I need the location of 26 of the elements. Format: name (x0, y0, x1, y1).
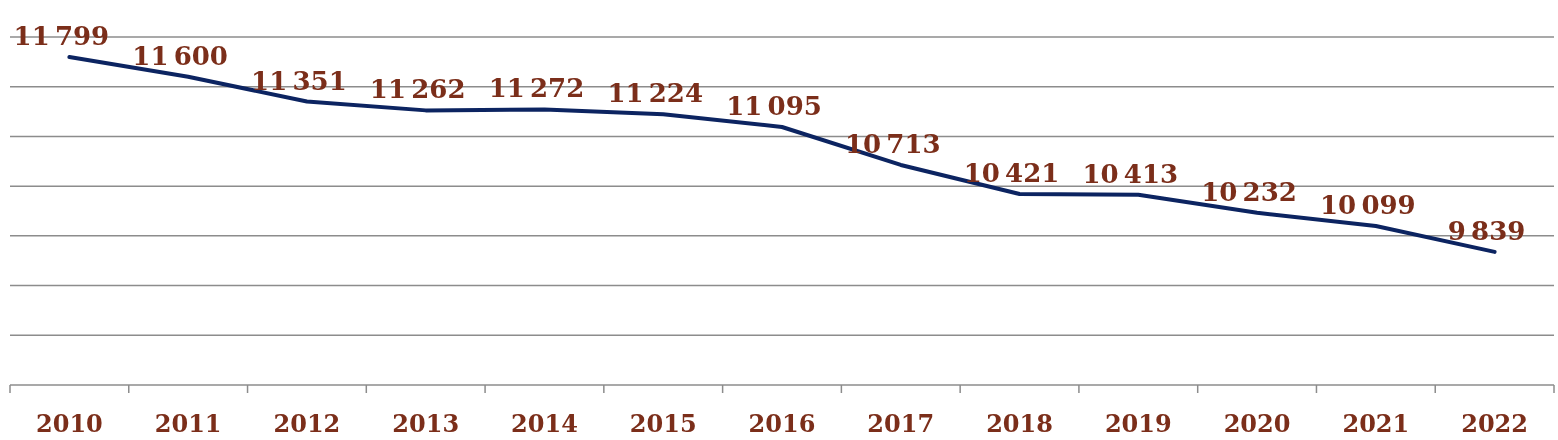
x-tick-label: 2013 (392, 409, 460, 438)
x-tick-label: 2011 (154, 409, 222, 438)
data-label: 11 799 (13, 20, 110, 51)
x-tick-label: 2019 (1104, 409, 1172, 438)
x-tick-label: 2020 (1223, 409, 1291, 438)
data-label: 11 224 (607, 78, 704, 109)
x-tick-label: 2021 (1342, 409, 1410, 438)
data-label: 10 713 (844, 128, 941, 159)
x-tick-label: 2022 (1461, 409, 1529, 438)
data-label: 11 351 (251, 65, 347, 96)
x-tick-label: 2010 (35, 409, 103, 438)
data-label: 10 232 (1201, 176, 1297, 207)
data-label: 11 600 (132, 40, 228, 71)
data-label: 11 272 (488, 73, 585, 104)
x-tick-label: 2012 (273, 409, 341, 438)
data-label: 11 095 (726, 90, 822, 121)
x-tick-label: 2014 (511, 409, 578, 438)
x-tick-label: 2017 (867, 409, 935, 438)
data-label: 10 421 (963, 158, 1060, 188)
data-label: 10 099 (1320, 190, 1416, 221)
data-label: 9 839 (1447, 215, 1526, 246)
x-tick-label: 2015 (629, 409, 697, 438)
data-label: 11 262 (369, 74, 466, 105)
x-tick-label: 2016 (748, 409, 816, 438)
data-label: 10 413 (1082, 158, 1179, 189)
x-tick-label: 2018 (986, 409, 1053, 438)
